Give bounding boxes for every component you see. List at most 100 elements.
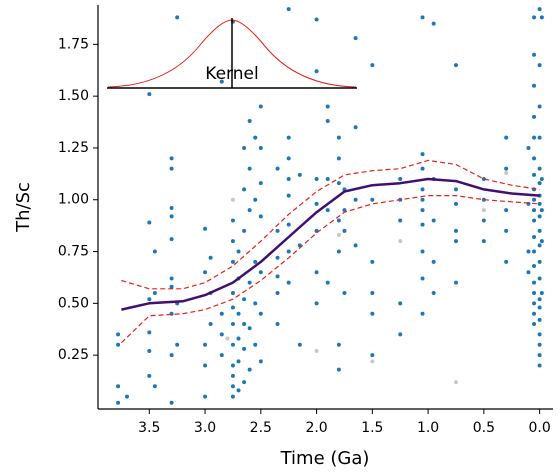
point <box>169 284 174 289</box>
point <box>526 145 531 150</box>
point <box>370 353 375 358</box>
point <box>420 208 425 213</box>
point <box>537 135 542 140</box>
point <box>420 276 425 281</box>
y-tick-label: 0.75 <box>58 244 89 260</box>
point <box>275 228 280 233</box>
point <box>230 394 235 399</box>
point <box>532 156 537 161</box>
point <box>175 342 180 347</box>
point <box>203 226 208 231</box>
point <box>537 332 542 337</box>
point <box>219 332 224 337</box>
point <box>453 380 458 385</box>
point <box>504 166 509 171</box>
point <box>147 220 152 225</box>
point <box>203 394 208 399</box>
point <box>325 104 330 109</box>
point <box>398 239 403 244</box>
point <box>242 145 247 150</box>
point <box>481 177 486 182</box>
point <box>242 380 247 385</box>
point <box>370 359 375 364</box>
point <box>481 208 486 213</box>
point <box>253 342 258 347</box>
point <box>116 400 121 405</box>
point <box>297 172 302 177</box>
point <box>230 239 235 244</box>
point <box>336 181 341 186</box>
x-tick-label: 1.0 <box>417 420 439 436</box>
point <box>258 270 263 275</box>
point <box>147 373 152 378</box>
point <box>353 125 358 130</box>
point <box>203 270 208 275</box>
x-tick-label: 2.0 <box>305 420 327 436</box>
point <box>539 239 544 244</box>
point <box>537 214 542 219</box>
point <box>116 342 121 347</box>
point <box>169 400 174 405</box>
point <box>230 363 235 368</box>
point <box>526 270 531 275</box>
point <box>453 228 458 233</box>
point <box>325 208 330 213</box>
point <box>242 297 247 302</box>
point <box>219 311 224 316</box>
point <box>124 394 129 399</box>
point <box>169 166 174 171</box>
point <box>532 311 537 316</box>
point <box>314 348 319 353</box>
point <box>537 276 542 281</box>
point <box>398 218 403 223</box>
point <box>247 119 252 124</box>
point <box>230 305 235 310</box>
point <box>537 166 542 171</box>
point <box>169 353 174 358</box>
point <box>275 274 280 279</box>
point <box>532 290 537 295</box>
point <box>539 208 544 213</box>
point <box>169 311 174 316</box>
point <box>325 119 330 124</box>
point <box>169 237 174 242</box>
y-tick-label: 1.75 <box>58 36 89 52</box>
point <box>208 322 213 327</box>
point <box>116 332 121 337</box>
point <box>275 166 280 171</box>
point <box>420 311 425 316</box>
point <box>532 208 537 213</box>
point <box>504 208 509 213</box>
point <box>453 239 458 244</box>
point <box>225 336 230 341</box>
point <box>169 214 174 219</box>
point <box>431 21 436 26</box>
point <box>258 145 263 150</box>
point <box>286 222 291 227</box>
point <box>325 280 330 285</box>
point <box>526 249 531 254</box>
point <box>230 373 235 378</box>
point <box>370 197 375 202</box>
point <box>537 342 542 347</box>
point <box>297 342 302 347</box>
point <box>537 104 542 109</box>
bound-line <box>120 195 540 344</box>
point <box>242 346 247 351</box>
point <box>537 243 542 248</box>
point <box>537 181 542 186</box>
point <box>532 218 537 223</box>
point <box>147 348 152 353</box>
point <box>230 218 235 223</box>
point <box>242 187 247 192</box>
point <box>253 197 258 202</box>
point <box>152 249 157 254</box>
point <box>532 301 537 306</box>
point <box>314 17 319 22</box>
point <box>116 384 121 389</box>
point <box>230 322 235 327</box>
bound-line <box>121 159 540 290</box>
point <box>147 92 152 97</box>
point <box>420 152 425 157</box>
